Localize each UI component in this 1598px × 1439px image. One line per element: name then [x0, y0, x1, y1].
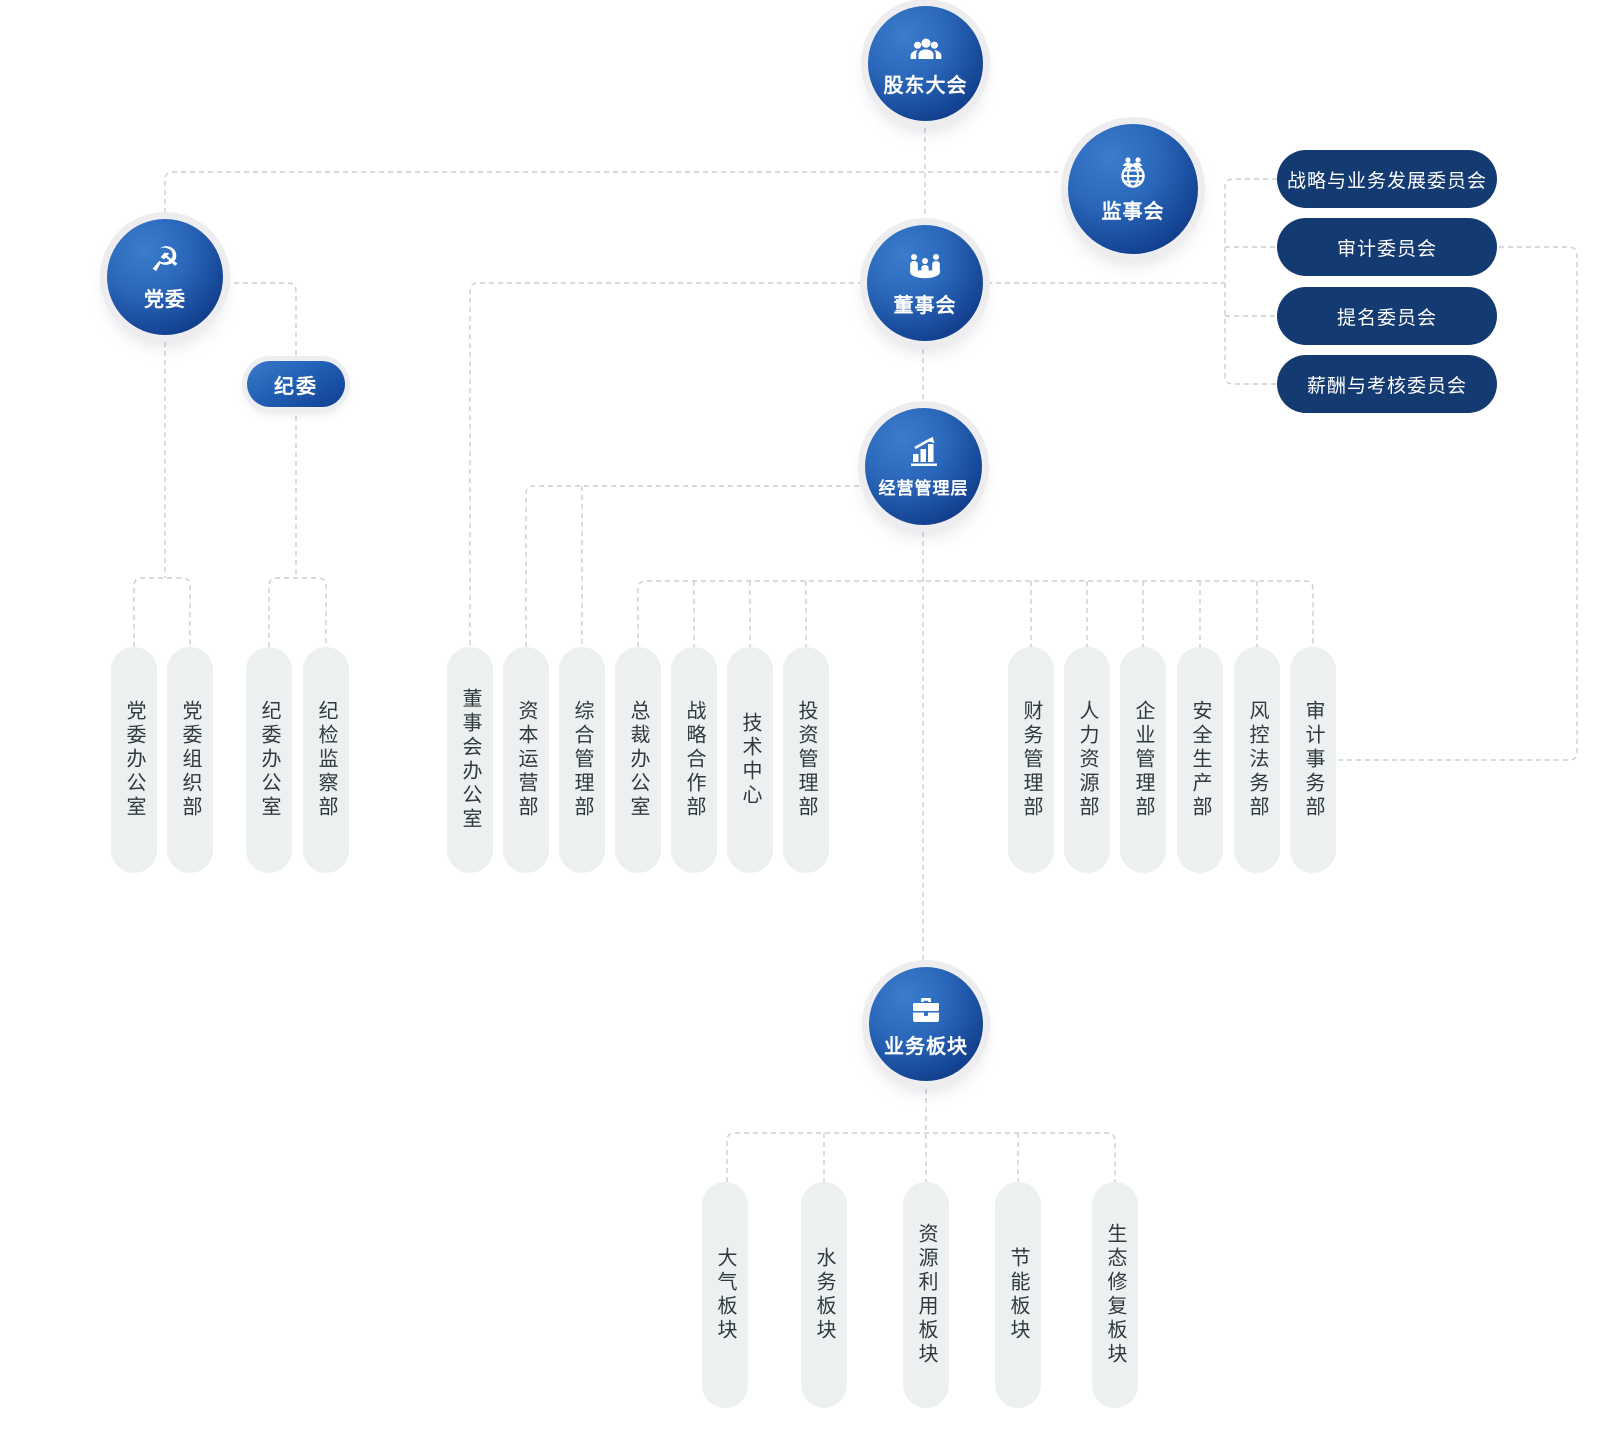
committee-label: 审计委员会: [1336, 238, 1437, 260]
people-group-icon: [909, 29, 943, 63]
dept-label: 综合管理部: [571, 700, 593, 820]
dept-safety-production: 安全生产部: [1177, 647, 1223, 873]
globe-people-icon: [1115, 155, 1151, 189]
dept-label: 投资管理部: [795, 700, 817, 820]
committee-label: 战略与业务发展委员会: [1286, 170, 1487, 192]
segment-label: 资源利用板块: [915, 1223, 937, 1367]
segment-energy-saving: 节能板块: [995, 1182, 1041, 1408]
committee-strategy-business-development: 战略与业务发展委员会: [1277, 150, 1497, 208]
dept-label: 党委组织部: [179, 700, 201, 820]
segment-label: 生态修复板块: [1104, 1223, 1126, 1367]
dept-label: 总裁办公室: [627, 700, 649, 820]
dept-label: 风控法务部: [1246, 700, 1268, 820]
segment-label: 节能板块: [1007, 1247, 1029, 1343]
segment-label: 大气板块: [714, 1247, 736, 1343]
segment-resource-utilization: 资源利用板块: [903, 1182, 949, 1408]
dept-risk-legal: 风控法务部: [1234, 647, 1280, 873]
node-label: 纪委: [274, 375, 318, 398]
node-management-layer: 经营管理层: [865, 408, 982, 525]
dept-label: 财务管理部: [1020, 700, 1042, 820]
dept-label: 党委办公室: [123, 700, 145, 820]
dept-strategic-cooperation: 战略合作部: [671, 647, 717, 873]
dept-audit-affairs: 审计事务部: [1290, 647, 1336, 873]
node-supervisory-board: 监事会: [1068, 124, 1198, 254]
node-discipline-committee: 纪委: [247, 361, 345, 407]
dept-label: 安全生产部: [1189, 700, 1211, 820]
dept-party-organization: 党委组织部: [167, 647, 213, 873]
dept-label: 企业管理部: [1132, 700, 1154, 820]
dept-technology-center: 技术中心: [727, 647, 773, 873]
segment-ecological-restoration: 生态修复板块: [1092, 1182, 1138, 1408]
committee-label: 提名委员会: [1336, 307, 1437, 329]
dept-label: 纪委办公室: [258, 700, 280, 820]
node-label: 董事会: [893, 294, 957, 317]
dept-label: 技术中心: [739, 712, 761, 808]
node-label: 监事会: [1101, 200, 1165, 223]
node-party-committee: ☭ 党委: [107, 219, 223, 335]
node-label: 股东大会: [883, 75, 968, 97]
node-board-of-directors: 董事会: [867, 225, 983, 341]
segment-atmosphere: 大气板块: [702, 1182, 748, 1408]
committee-label: 薪酬与考核委员会: [1306, 375, 1467, 397]
dept-general-management: 综合管理部: [559, 647, 605, 873]
dept-discipline-inspection: 纪检监察部: [303, 647, 349, 873]
node-label: 业务板块: [884, 1035, 968, 1058]
committee-audit: 审计委员会: [1277, 218, 1497, 276]
dept-party-office: 党委办公室: [111, 647, 157, 873]
node-label: 经营管理层: [878, 479, 969, 498]
dept-label: 纪检监察部: [315, 700, 337, 820]
dept-capital-operation: 资本运营部: [503, 647, 549, 873]
dept-discipline-office: 纪委办公室: [246, 647, 292, 873]
segment-water: 水务板块: [801, 1182, 847, 1408]
segment-label: 水务板块: [813, 1247, 835, 1343]
briefcase-icon: [910, 990, 942, 1024]
dept-president-office: 总裁办公室: [615, 647, 661, 873]
committee-remuneration-assessment: 薪酬与考核委员会: [1277, 355, 1497, 413]
dept-finance-management: 财务管理部: [1008, 647, 1054, 873]
node-label: 党委: [144, 288, 186, 311]
node-shareholders-meeting: 股东大会: [868, 6, 983, 121]
growth-chart-icon: [907, 434, 941, 468]
dept-label: 战略合作部: [683, 700, 705, 820]
meeting-icon: [907, 249, 943, 283]
dept-label: 人力资源部: [1076, 700, 1098, 820]
dept-label: 资本运营部: [515, 700, 537, 820]
dept-investment-management: 投资管理部: [783, 647, 829, 873]
hammer-sickle-icon: ☭: [149, 239, 181, 280]
dept-enterprise-management: 企业管理部: [1120, 647, 1166, 873]
dept-label: 董事会办公室: [459, 688, 481, 832]
dept-board-office: 董事会办公室: [447, 647, 493, 873]
dept-label: 审计事务部: [1302, 700, 1324, 820]
node-business-segments: 业务板块: [869, 967, 983, 1081]
committee-nomination: 提名委员会: [1277, 287, 1497, 345]
dept-human-resources: 人力资源部: [1064, 647, 1110, 873]
